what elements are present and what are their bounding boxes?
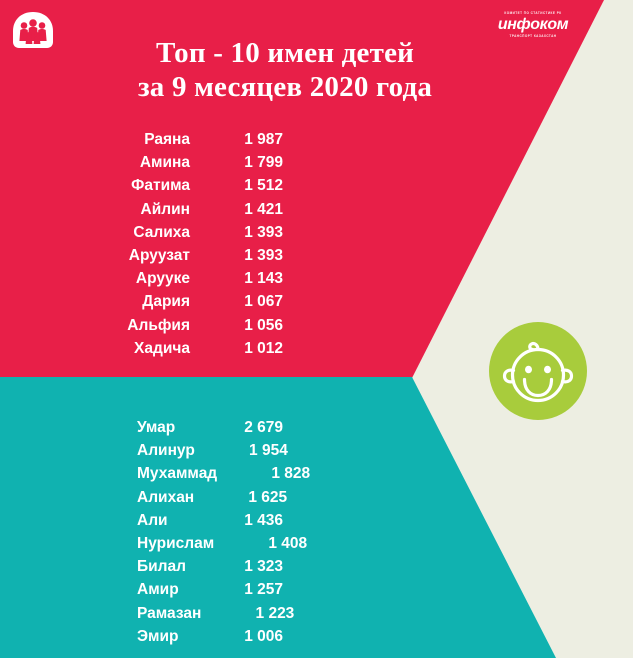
count-value: 1 006 xyxy=(244,627,283,645)
table-row: Мухаммад 1 828 xyxy=(0,462,310,485)
count-value: 1 408 xyxy=(268,535,308,553)
count-value: 1 954 xyxy=(249,442,288,460)
name-label: Алинур xyxy=(137,442,195,460)
name-label: Айлин xyxy=(140,200,190,218)
count-value: 1 143 xyxy=(244,270,283,288)
count-value: 1 223 xyxy=(255,604,295,622)
name-label: Амир xyxy=(137,581,179,599)
boys-name-list: Умар 2 679 Алинур 1 954 Мухаммад 1 828 Алих… xyxy=(0,416,310,648)
page-title-line-2: за 9 месяцев 2020 года xyxy=(137,71,433,103)
count-value: 1 056 xyxy=(244,316,283,334)
table-row: Алихан 1 625 xyxy=(0,486,290,509)
name-label: Умар xyxy=(137,419,176,436)
name-label: Али xyxy=(137,511,168,529)
count-value: 1 436 xyxy=(244,511,283,529)
name-label: Рамазан xyxy=(137,604,202,622)
table-row: Алинур 1 954 xyxy=(0,439,290,462)
brand-logo-top-text: КОМИТЕТ ПО СТАТИСТИКЕ РК xyxy=(504,10,562,16)
name-label: Фатима xyxy=(131,177,190,195)
table-row: Альфия 1 056 xyxy=(0,314,290,337)
name-label: Мухаммад xyxy=(137,465,218,483)
page-title: Топ - 10 имен детей за 9 месяцев 2020 го… xyxy=(0,36,570,104)
table-row: Хадича 1 012 xyxy=(0,337,290,360)
name-label: Салиха xyxy=(133,223,190,241)
table-row: Раяна 1 987 xyxy=(0,128,290,151)
count-value: 1 512 xyxy=(244,177,283,195)
count-value: 1 828 xyxy=(271,465,311,483)
name-label: Альфия xyxy=(127,316,190,334)
background-bottom-strip xyxy=(0,658,633,666)
count-value: 1 421 xyxy=(244,200,283,218)
count-value: 1 799 xyxy=(244,154,283,172)
table-row: Умар 2 679 xyxy=(0,416,290,439)
count-value: 1 323 xyxy=(244,558,283,576)
family-logo-icon xyxy=(11,11,55,49)
name-label: Билал xyxy=(137,558,186,576)
table-row: Нурислам 1 408 xyxy=(0,532,307,555)
count-value: 1 012 xyxy=(244,339,283,357)
table-row: Арууке 1 143 xyxy=(0,267,290,290)
name-label: Арууке xyxy=(135,270,190,288)
name-label: Эмир xyxy=(137,627,179,645)
count-value: 1 987 xyxy=(244,131,283,148)
count-value: 1 257 xyxy=(244,581,283,599)
table-row: Амина 1 799 xyxy=(0,151,290,174)
count-value: 2 679 xyxy=(244,419,283,436)
name-label: Амина xyxy=(139,154,190,172)
count-value: 1 393 xyxy=(244,247,283,265)
count-value: 1 067 xyxy=(244,293,283,311)
table-row: Билал 1 323 xyxy=(0,555,290,578)
name-label: Нурислам xyxy=(137,535,215,553)
brand-logo: КОМИТЕТ ПО СТАТИСТИКЕ РК инфоком ТРАНСПО… xyxy=(487,10,579,43)
table-row: Фатима 1 512 xyxy=(0,174,290,197)
name-label: Аруузат xyxy=(128,247,190,265)
count-value: 1 393 xyxy=(244,223,283,241)
table-row: Дария 1 067 xyxy=(0,290,290,313)
table-row: Аруузат 1 393 xyxy=(0,244,290,267)
table-row: Али 1 436 xyxy=(0,509,290,532)
baby-face-icon xyxy=(489,322,587,420)
table-row: Амир 1 257 xyxy=(0,578,290,601)
page-title-line-1: Топ - 10 имен детей xyxy=(155,37,415,69)
name-label: Алихан xyxy=(137,488,195,506)
count-value: 1 625 xyxy=(248,488,288,506)
table-row: Салиха 1 393 xyxy=(0,221,290,244)
brand-logo-bottom-text: ТРАНСПОРТ КАЗАХСТАН xyxy=(509,33,557,39)
name-label: Раяна xyxy=(144,131,190,148)
name-label: Дария xyxy=(142,293,190,311)
table-row: Рамазан 1 223 xyxy=(0,602,294,625)
brand-logo-name: инфоком xyxy=(497,16,569,33)
name-label: Хадича xyxy=(134,339,190,357)
girls-name-list: Раяна 1 987 Амина 1 799 Фатима 1 512 Айлин 1… xyxy=(0,128,290,360)
table-row: Айлин 1 421 xyxy=(0,198,290,221)
table-row: Эмир 1 006 xyxy=(0,625,290,648)
